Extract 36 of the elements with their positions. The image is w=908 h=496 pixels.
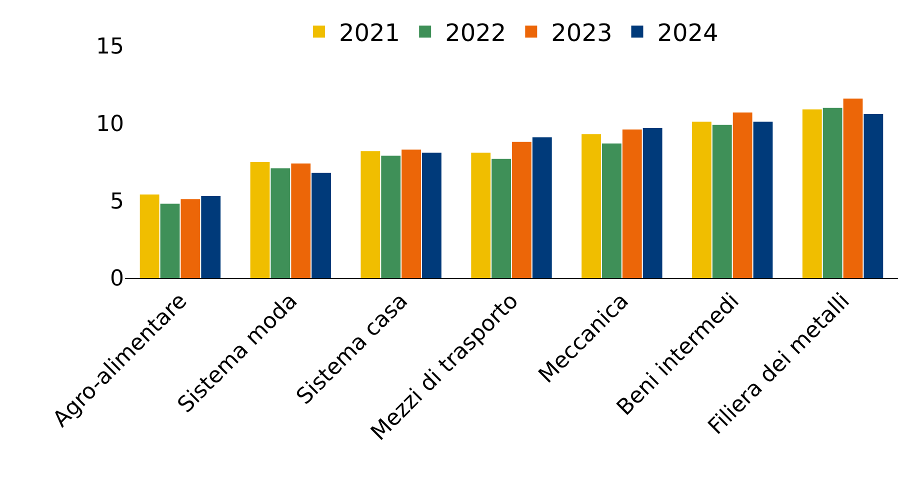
bar <box>492 158 511 278</box>
legend-label: 2024 <box>657 19 718 48</box>
bar <box>160 204 180 278</box>
bar <box>270 168 290 278</box>
bar <box>692 122 712 278</box>
bar <box>422 152 442 278</box>
bar <box>201 196 221 278</box>
legend-label: 2021 <box>339 19 400 48</box>
bar <box>822 108 842 278</box>
bar <box>753 122 773 278</box>
bar <box>360 151 380 278</box>
bar <box>291 164 311 278</box>
bar <box>642 128 662 278</box>
y-tick-label: 15 <box>96 34 124 60</box>
bar <box>582 134 601 278</box>
bar <box>471 152 491 278</box>
bar <box>802 109 822 278</box>
bar <box>250 162 270 278</box>
bar <box>732 112 752 278</box>
bar <box>402 150 421 278</box>
bar <box>512 142 532 278</box>
y-tick-label: 10 <box>96 112 124 138</box>
bar <box>622 130 642 278</box>
bar <box>312 172 331 278</box>
bar <box>712 124 732 278</box>
legend-label: 2023 <box>551 19 612 48</box>
bar <box>140 194 160 278</box>
y-tick-label: 5 <box>110 189 124 214</box>
bar <box>864 114 884 278</box>
legend-label: 2022 <box>445 19 506 48</box>
bar <box>180 199 200 278</box>
bar <box>381 156 401 278</box>
bar <box>843 98 863 278</box>
y-tick-label: 0 <box>110 266 124 292</box>
bar <box>532 137 552 278</box>
bar <box>602 143 622 278</box>
